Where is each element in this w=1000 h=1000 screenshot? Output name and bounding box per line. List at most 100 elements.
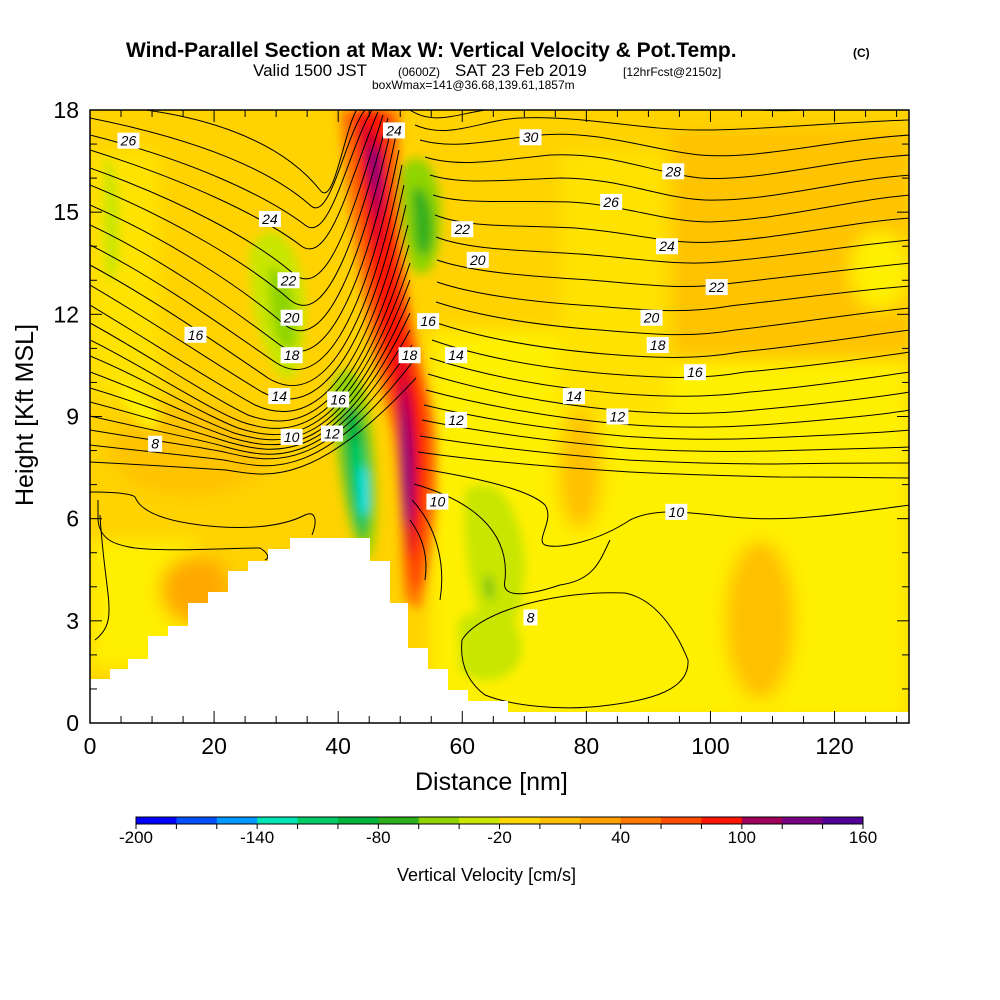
y-tick-label: 9	[66, 404, 79, 430]
contour-label: 18	[646, 336, 669, 353]
contour-label: 12	[445, 411, 468, 428]
contour-label-text: 20	[283, 310, 300, 326]
contour-label-text: 18	[284, 347, 300, 363]
contour-label-text: 24	[658, 238, 675, 254]
y-tick-label: 3	[66, 608, 79, 634]
colorbar-tick-label: -80	[366, 828, 391, 847]
contour-label: 14	[562, 388, 585, 405]
contour-label: 30	[519, 129, 542, 146]
contour-label: 24	[383, 122, 406, 139]
contour-label-text: 20	[469, 252, 486, 268]
contour-label: 10	[426, 493, 449, 510]
velocity-field	[90, 110, 909, 723]
colorbar-tick-label: -20	[487, 828, 512, 847]
x-tick-label: 100	[691, 733, 729, 759]
contour-label-text: 8	[527, 609, 535, 625]
contour-label: 20	[466, 251, 489, 268]
colorbar-swatch	[499, 817, 541, 824]
colorbar-swatch	[580, 817, 622, 824]
x-axis-label: Distance [nm]	[415, 768, 568, 796]
colorbar	[135, 816, 864, 829]
colorbar-swatch	[459, 817, 500, 824]
colorbar-label: Vertical Velocity [cm/s]	[397, 865, 576, 885]
y-axis-label: Height [Kft MSL]	[11, 324, 39, 506]
contour-label: 16	[683, 364, 706, 381]
colorbar-swatch	[539, 817, 581, 824]
contour-label-text: 22	[708, 279, 725, 295]
contour-label: 24	[258, 210, 281, 227]
contour-label: 10	[665, 504, 688, 520]
contour-label: 24	[656, 238, 679, 255]
colorbar-tick-label: -140	[240, 828, 274, 847]
colorbar-tick-label: 160	[849, 828, 877, 847]
contour-label: 8	[523, 609, 538, 626]
x-tick-label: 60	[449, 733, 475, 759]
contour-label-text: 10	[284, 429, 300, 445]
y-tick-label: 15	[53, 199, 79, 225]
colorbar-swatch	[418, 817, 460, 824]
x-tick-label: 80	[574, 733, 600, 759]
colorbar-tick-label: -200	[119, 828, 153, 847]
contour-label-text: 10	[669, 504, 685, 520]
colorbar-swatch	[822, 817, 864, 824]
x-tick-label: 0	[84, 733, 97, 759]
valid-time-label: Valid 1500 JST	[253, 61, 367, 80]
title-mark: (C)	[853, 46, 870, 60]
contour-label-text: 12	[324, 426, 340, 442]
forecast-label: [12hrFcst@2150z]	[623, 65, 721, 79]
contour-label: 22	[705, 279, 728, 296]
contour-label: 18	[280, 347, 303, 364]
contour-label-text: 26	[120, 133, 137, 149]
contour-label-text: 16	[330, 391, 346, 407]
contour-label: 22	[277, 272, 300, 289]
contour-label-text: 14	[566, 388, 582, 404]
contour-label-text: 14	[448, 347, 464, 363]
contour-label: 28	[662, 163, 685, 180]
chart-title: Wind-Parallel Section at Max W: Vertical…	[126, 39, 737, 62]
contour-label: 26	[600, 193, 623, 210]
contour-label-text: 22	[280, 272, 297, 288]
theta-contours	[90, 110, 909, 709]
contour-label-text: 20	[643, 310, 660, 326]
contour-label-text: 28	[664, 163, 681, 179]
valid-utc-label: (0600Z)	[398, 65, 440, 79]
contour-label-text: 30	[523, 129, 539, 145]
contour-label: 12	[320, 425, 343, 442]
colorbar-tick-label: 40	[611, 828, 630, 847]
y-tick-label: 12	[53, 301, 79, 327]
contour-label: 16	[417, 313, 440, 330]
colorbar-swatch	[297, 817, 339, 824]
box-wmax-label: boxWmax=141@36.68,139.61,1857m	[372, 78, 575, 92]
terrain-mask	[90, 538, 909, 723]
valid-date-label: SAT 23 Feb 2019	[455, 61, 587, 80]
contour-label-text: 12	[448, 412, 464, 428]
contour-label: 26	[117, 132, 140, 149]
colorbar-swatch	[782, 817, 824, 824]
contour-label: 18	[398, 347, 421, 364]
y-tick-label: 6	[66, 506, 79, 532]
colorbar-swatch	[378, 817, 420, 824]
colorbar-tick-label: 100	[728, 828, 756, 847]
field-soft-shading	[90, 130, 909, 720]
x-tick-label: 120	[815, 733, 853, 759]
colorbar-tick-labels: -200 -140 -80 -20 40 100 160	[119, 828, 877, 847]
contour-label: 22	[451, 221, 474, 238]
x-tick-label: 20	[201, 733, 227, 759]
y-tick-label: 18	[53, 97, 79, 123]
x-tick-label: 40	[325, 733, 351, 759]
contour-label-text: 14	[271, 388, 287, 404]
contour-label-text: 18	[650, 337, 666, 353]
contour-label-text: 10	[430, 494, 446, 510]
contour-label: 8	[148, 435, 163, 452]
contour-label-text: 24	[261, 211, 278, 227]
contour-label: 14	[445, 347, 468, 364]
contour-label-text: 12	[610, 409, 626, 425]
contour-label-text: 24	[385, 122, 402, 138]
colorbar-swatch	[741, 817, 783, 824]
contour-label: 12	[606, 408, 629, 425]
contour-label-text: 22	[453, 221, 470, 237]
contour-label: 20	[640, 309, 663, 326]
contour-label-text: 16	[188, 327, 204, 343]
colorbar-swatch	[337, 817, 379, 824]
